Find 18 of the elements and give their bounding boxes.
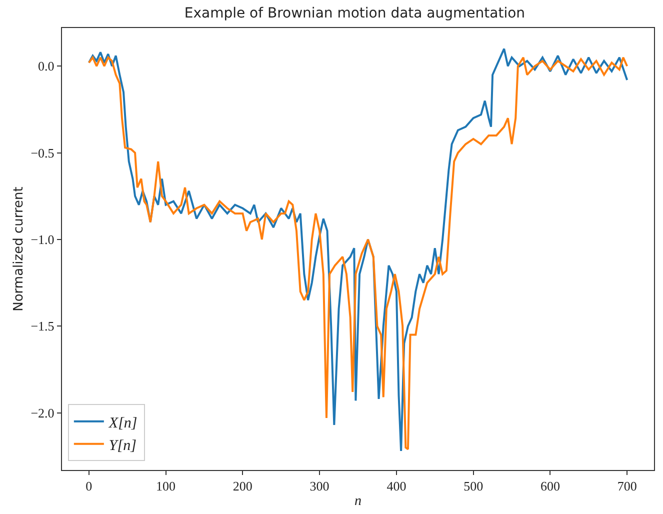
x-axis-title: n — [354, 494, 362, 509]
y-tick-label: −1.5 — [30, 318, 54, 334]
x-tick-label: 200 — [232, 478, 252, 494]
y-tick-label: −2.0 — [30, 405, 54, 420]
y-tick-label: 0.0 — [38, 58, 54, 74]
chart-title: Example of Brownian motion data augmentation — [184, 6, 526, 22]
y-axis-title: Normalized current — [12, 186, 27, 312]
legend-label: Y[n] — [108, 438, 137, 454]
y-tick-label: −1.0 — [30, 232, 54, 248]
y-tick-label: −0.5 — [30, 145, 54, 160]
x-tick-label: 100 — [156, 478, 176, 494]
x-tick-label: 0 — [86, 478, 92, 494]
legend-label: X[n] — [108, 415, 138, 432]
x-tick-label: 700 — [617, 478, 637, 494]
x-tick-label: 300 — [310, 478, 330, 494]
x-tick-label: 500 — [464, 478, 484, 494]
x-tick-label: 600 — [540, 478, 560, 494]
x-tick-label: 400 — [386, 478, 406, 494]
